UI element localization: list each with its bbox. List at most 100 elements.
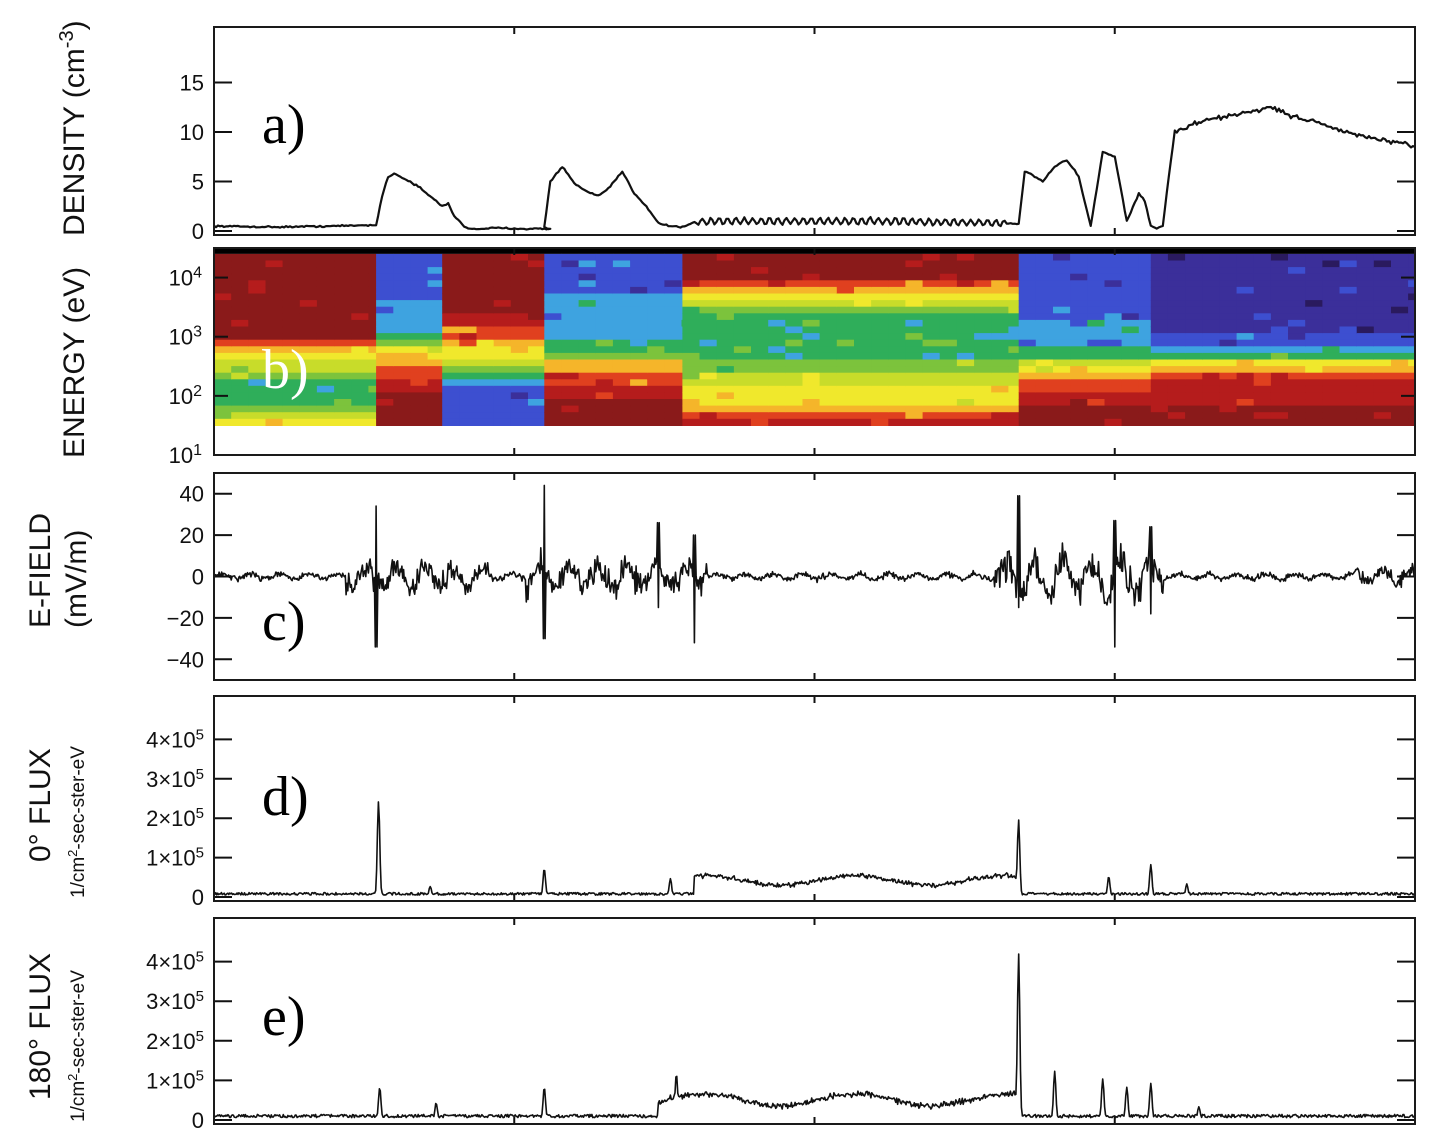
spectrogram-cell: [493, 359, 512, 367]
spectrogram-cell: [682, 319, 701, 328]
spectrogram-cell: [785, 273, 804, 281]
spectrogram-cell: [1070, 286, 1088, 295]
spectrogram-cell: [1087, 399, 1106, 407]
spectrogram-cell: [248, 326, 267, 334]
spectrogram-cell: [939, 260, 958, 268]
spectrogram-cell: [1035, 267, 1054, 275]
spectrogram-cell: [1408, 379, 1416, 387]
spectrogram-cell: [974, 405, 992, 413]
spectrogram-cell: [493, 412, 512, 420]
spectrogram-cell: [368, 412, 377, 420]
panel-b-frame: [213, 247, 1416, 456]
spectrogram-cell: [1070, 260, 1088, 268]
spectrogram-cell: [442, 359, 460, 367]
spectrogram-cell: [528, 300, 545, 308]
spectrogram-cell: [733, 339, 752, 347]
spectrogram-cell: [1339, 366, 1358, 374]
spectrogram-cell: [231, 372, 249, 380]
spectrogram-cell: [1288, 260, 1306, 268]
spectrogram-cell: [785, 313, 804, 321]
spectrogram-cell: [493, 313, 512, 321]
spectrogram-cell: [1053, 418, 1071, 426]
spectrogram-cell: [819, 379, 838, 387]
spectrogram-cell: [1270, 418, 1289, 426]
spectrogram-cell: [1070, 346, 1088, 354]
spectrogram-cell: [368, 352, 377, 361]
spectrogram-cell: [1322, 372, 1341, 380]
spectrogram-cell: [1018, 379, 1037, 387]
spectrogram-cell: [1087, 293, 1106, 301]
spectrogram-cell: [956, 293, 975, 301]
spectrogram-cell: [410, 346, 429, 354]
spectrogram-cell: [214, 379, 232, 387]
spectrogram-cell: [991, 385, 1009, 393]
spectrogram-cell: [1018, 399, 1037, 407]
spectrogram-cell: [459, 379, 478, 387]
spectrogram-cell: [1339, 293, 1358, 301]
spectrogram-cell: [1185, 346, 1203, 354]
spectrogram-cell: [1087, 379, 1106, 387]
spectrogram-cell: [595, 326, 614, 334]
spectrogram-cell: [751, 319, 769, 328]
spectrogram-cell: [1219, 379, 1238, 387]
spectrogram-cell: [1236, 300, 1255, 308]
spectrogram-cell: [785, 399, 804, 407]
spectrogram-cell: [956, 366, 975, 374]
spectrogram-cell: [888, 280, 907, 288]
spectrogram-cell: [751, 346, 769, 354]
spectrogram-cell: [1408, 339, 1416, 347]
spectrogram-cell: [612, 352, 631, 361]
spectrogram-cell: [751, 300, 769, 308]
spectrogram-cell: [939, 379, 958, 387]
spectrogram-cell: [476, 300, 495, 308]
spectrogram-cell: [819, 392, 838, 400]
spectrogram-cell: [991, 333, 1009, 341]
spectrogram-cell: [1087, 286, 1106, 295]
spectrogram-cell: [427, 273, 443, 281]
spectrogram-cell: [393, 352, 412, 361]
spectrogram-cell: [1408, 399, 1416, 407]
panel-e-letter: e): [262, 986, 306, 1048]
spectrogram-cell: [459, 260, 478, 268]
spectrogram-cell: [368, 379, 377, 387]
spectrogram-cell: [214, 346, 232, 354]
spectrogram-cell: [854, 392, 872, 400]
y-tick-label: 4×105: [146, 948, 204, 975]
spectrogram-cell: [231, 352, 249, 361]
spectrogram-cell: [716, 399, 735, 407]
spectrogram-cell: [368, 333, 377, 341]
spectrogram-cell: [1035, 359, 1054, 367]
spectrogram-cell: [578, 306, 597, 314]
spectrogram-cell: [1035, 306, 1054, 314]
spectrogram-cell: [819, 253, 838, 262]
spectrogram-cell: [1391, 412, 1409, 420]
spectrogram-cell: [612, 418, 631, 426]
spectrogram-cell: [1356, 346, 1375, 354]
spectrogram-cell: [476, 267, 495, 275]
spectrogram-cell: [376, 392, 394, 400]
spectrogram-cell: [1070, 366, 1088, 374]
spectrogram-cell: [595, 346, 614, 354]
spectrogram-cell: [265, 379, 284, 387]
spectrogram-cell: [1305, 372, 1323, 380]
spectrogram-cell: [528, 399, 545, 407]
spectrogram-cell: [802, 352, 821, 361]
spectrogram-cell: [1104, 286, 1123, 295]
spectrogram-cell: [1104, 306, 1123, 314]
spectrogram-cell: [991, 405, 1009, 413]
spectrogram-cell: [493, 346, 512, 354]
spectrogram-cell: [1070, 379, 1088, 387]
spectrogram-cell: [1150, 293, 1169, 301]
spectrogram-cell: [630, 260, 648, 268]
spectrogram-cell: [974, 306, 992, 314]
spectrogram-cell: [836, 412, 855, 420]
spectrogram-cell: [427, 300, 443, 308]
spectrogram-cell: [528, 267, 545, 275]
spectrogram-cell: [442, 352, 460, 361]
spectrogram-cell: [299, 253, 318, 262]
spectrogram-cell: [1008, 286, 1020, 295]
spectrogram-cell: [1339, 273, 1358, 281]
spectrogram-cell: [1053, 412, 1071, 420]
spectrogram-cell: [1305, 405, 1323, 413]
